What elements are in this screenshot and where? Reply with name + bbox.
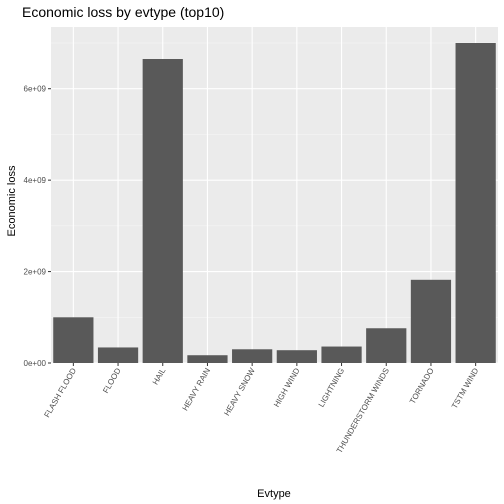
x-tick-label: FLASH FLOOD <box>42 366 78 419</box>
y-axis: 0e+00 2e+09 4e+09 6e+09 <box>24 85 51 368</box>
bars <box>53 43 496 363</box>
x-tick-label: TSTM WIND <box>450 366 481 410</box>
x-tick-label: HEAVY RAIN <box>181 366 213 412</box>
x-tick-label: HAIL <box>151 366 168 386</box>
y-tick-label: 2e+09 <box>24 268 47 277</box>
y-tick-label: 4e+09 <box>24 176 47 185</box>
bar-hail <box>142 59 183 363</box>
bar-heavy-snow <box>232 349 273 363</box>
x-tick-label: THUNDERSTORM WINDS <box>335 367 391 455</box>
bar-tornado <box>410 279 452 363</box>
x-tick-label: HIGH WIND <box>272 366 302 408</box>
y-axis-title: Economic loss <box>6 165 18 236</box>
y-tick-label: 0e+00 <box>24 359 47 368</box>
x-tick-label: LIGHTNING <box>317 367 347 409</box>
x-axis-title: Evtype <box>257 488 291 500</box>
bar-lightning <box>321 346 362 363</box>
bar-flash-flood <box>53 317 94 363</box>
bar-thunderstorm-winds <box>366 328 407 363</box>
bar-tstm-wind <box>455 43 496 363</box>
bar-high-wind <box>276 350 317 363</box>
x-axis: FLASH FLOOD FLOOD HAIL HEAVY RAIN HEAVY SNOW… <box>42 363 480 455</box>
x-tick-label: HEAVY SNOW <box>222 366 257 417</box>
y-tick-label: 6e+09 <box>24 85 47 94</box>
bar-flood <box>97 347 139 363</box>
x-tick-label: TORNADO <box>408 367 436 406</box>
chart-title: Economic loss by evtype (top10) <box>22 4 224 20</box>
x-tick-label: FLOOD <box>101 366 123 395</box>
bar-heavy-rain <box>187 355 228 363</box>
